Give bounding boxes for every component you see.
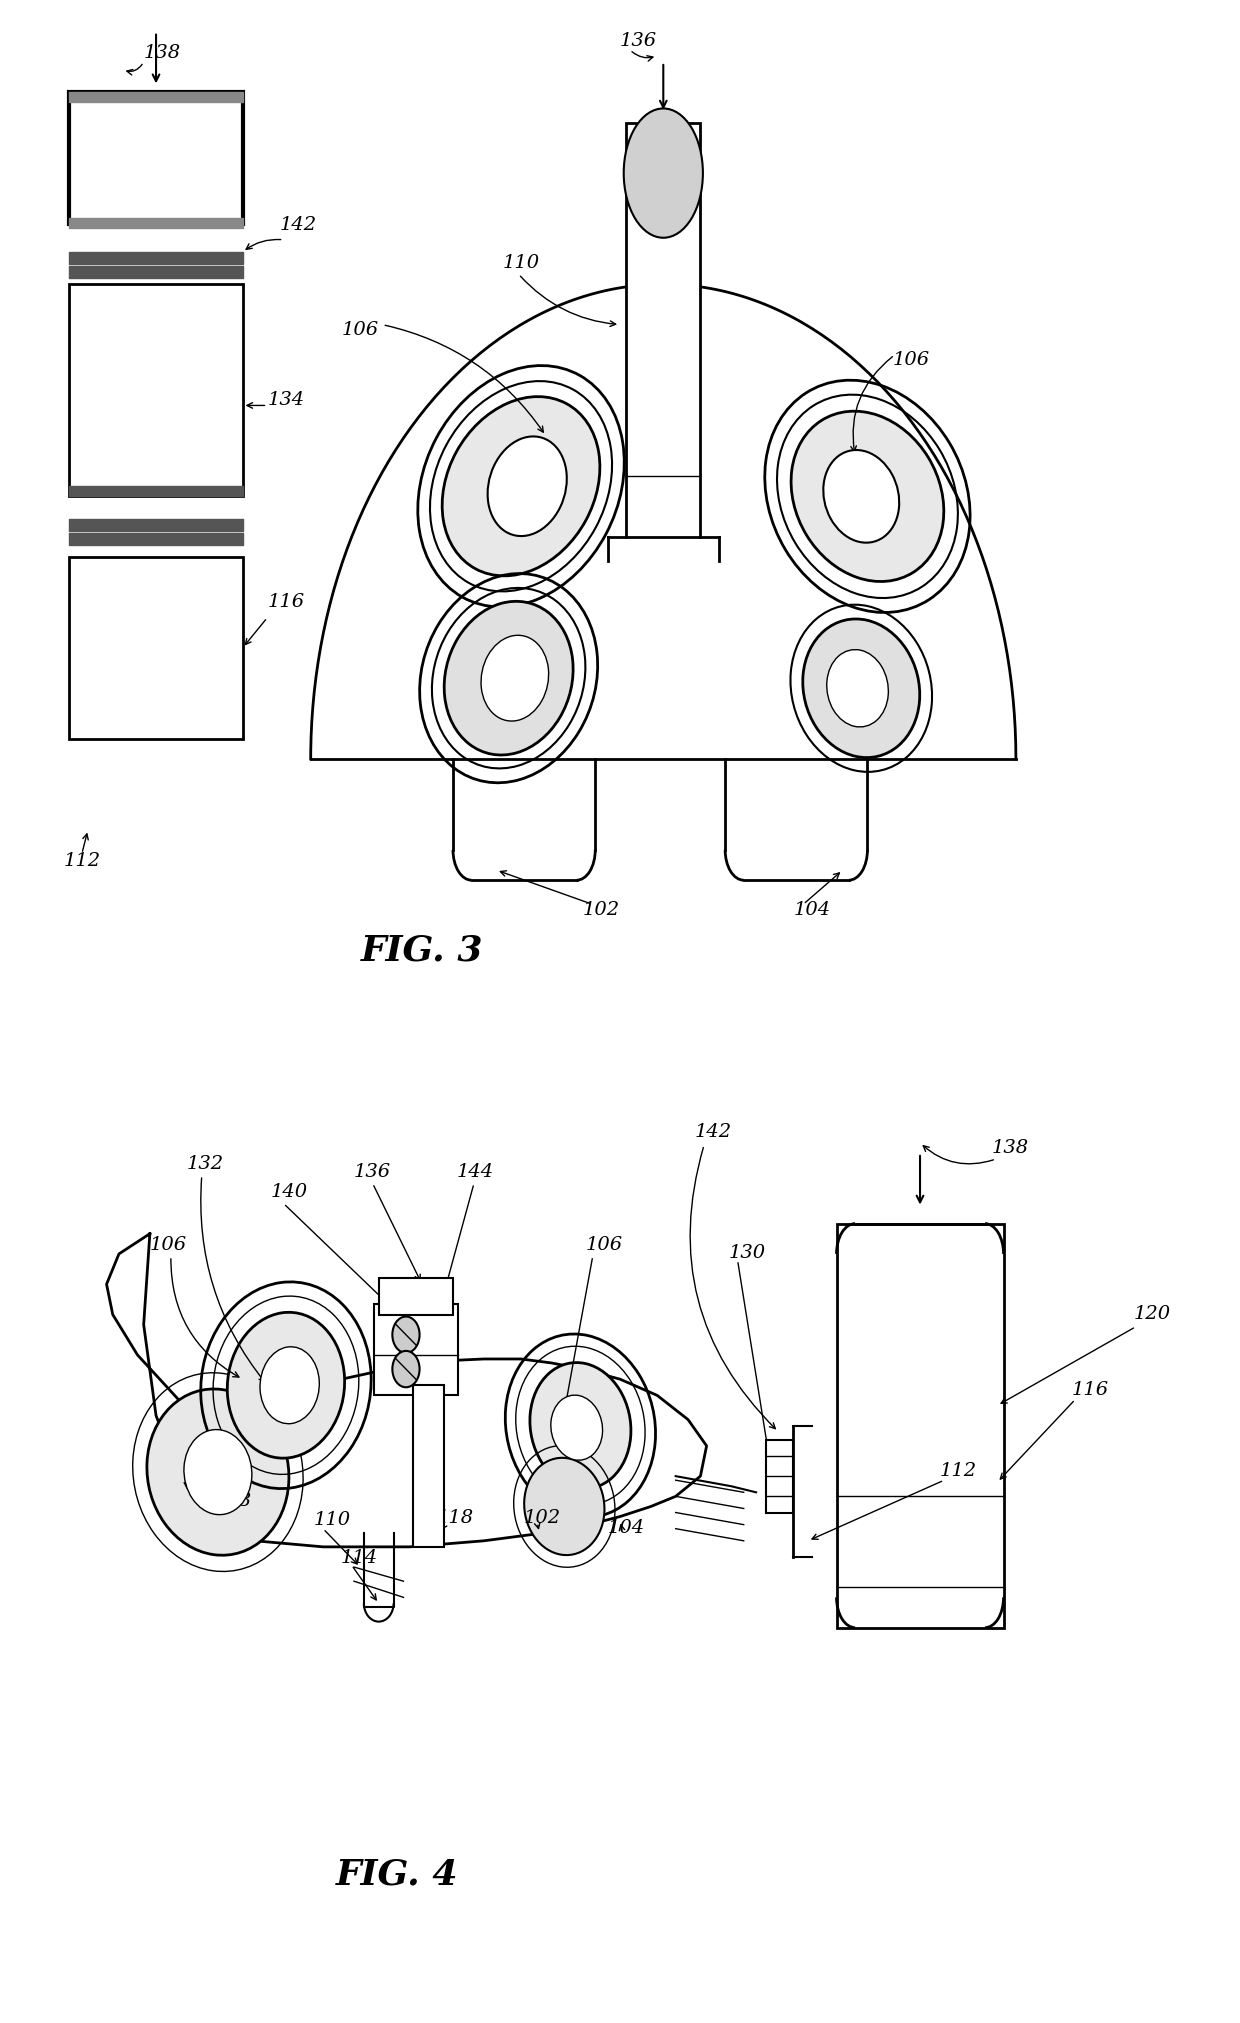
Text: 104: 104	[608, 1519, 645, 1537]
Text: 102: 102	[523, 1509, 560, 1527]
Ellipse shape	[146, 1390, 289, 1556]
Text: 112: 112	[63, 852, 100, 870]
Text: 106: 106	[585, 1236, 622, 1254]
Ellipse shape	[444, 601, 573, 755]
Text: 144: 144	[456, 1163, 494, 1181]
Ellipse shape	[525, 1459, 604, 1556]
Text: 106: 106	[342, 322, 378, 338]
Ellipse shape	[184, 1430, 252, 1515]
Text: 104: 104	[794, 900, 831, 918]
Bar	[766, 1440, 794, 1513]
Bar	[69, 556, 243, 738]
Ellipse shape	[487, 437, 567, 536]
Text: 118: 118	[436, 1509, 474, 1527]
Text: 140: 140	[645, 129, 682, 148]
Ellipse shape	[392, 1317, 419, 1353]
Ellipse shape	[392, 1351, 419, 1388]
Text: 102: 102	[583, 900, 620, 918]
Text: 136: 136	[353, 1163, 391, 1181]
Text: 132: 132	[187, 1155, 224, 1173]
Ellipse shape	[624, 109, 703, 239]
Ellipse shape	[443, 397, 600, 577]
Text: 130: 130	[729, 1244, 766, 1262]
Bar	[378, 1279, 453, 1315]
Bar	[837, 1224, 1003, 1629]
Text: FIG. 3: FIG. 3	[361, 935, 484, 967]
Text: 116: 116	[268, 593, 305, 611]
Ellipse shape	[481, 635, 548, 720]
Text: 138: 138	[144, 45, 181, 63]
Text: 142: 142	[694, 1123, 732, 1141]
Ellipse shape	[827, 649, 888, 726]
Ellipse shape	[260, 1347, 320, 1424]
Text: 140: 140	[272, 1183, 309, 1202]
Text: 110: 110	[314, 1511, 350, 1529]
Text: 136: 136	[620, 32, 657, 51]
Text: 106: 106	[893, 352, 929, 368]
Ellipse shape	[227, 1313, 345, 1459]
Ellipse shape	[529, 1364, 631, 1489]
Text: 114: 114	[341, 1550, 377, 1568]
Text: 142: 142	[280, 216, 317, 235]
Text: 128: 128	[215, 1493, 252, 1511]
Bar	[626, 123, 701, 536]
Text: 110: 110	[502, 255, 539, 271]
Bar	[69, 283, 243, 496]
Ellipse shape	[791, 411, 944, 581]
Ellipse shape	[823, 449, 899, 542]
Bar	[373, 1305, 458, 1396]
Bar	[69, 93, 243, 225]
Text: 116: 116	[1071, 1382, 1109, 1400]
Ellipse shape	[802, 619, 920, 757]
Ellipse shape	[551, 1396, 603, 1461]
Text: 112: 112	[939, 1463, 976, 1481]
Text: 120: 120	[1133, 1305, 1171, 1323]
Text: FIG. 4: FIG. 4	[336, 1857, 459, 1892]
Text: 138: 138	[991, 1139, 1028, 1157]
Bar	[413, 1386, 444, 1548]
Text: 106: 106	[150, 1236, 187, 1254]
Text: 134: 134	[268, 390, 305, 409]
